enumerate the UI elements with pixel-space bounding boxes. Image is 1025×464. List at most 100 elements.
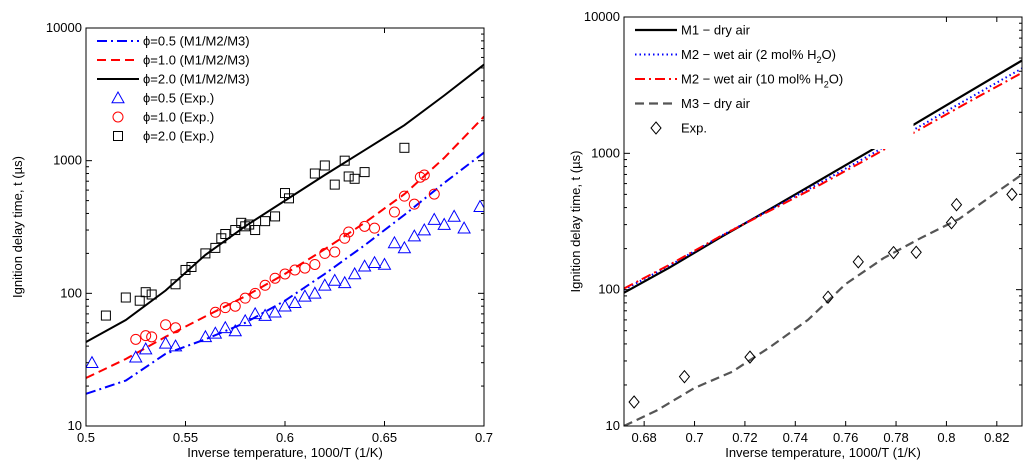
left-series-4-point-0 [130, 333, 142, 345]
right-x-tick-label-7: 0.82 [984, 430, 1009, 445]
left-series-5-point-14 [240, 221, 251, 232]
right-x-tick-label-5: 0.78 [883, 430, 908, 445]
left-y-axis-title: Ignition delay time, t (µs) [10, 156, 25, 298]
left-series-4-point-27 [428, 188, 440, 200]
left-series-3-point-28 [427, 212, 442, 225]
left-x-tick-label-4: 0.7 [475, 430, 493, 445]
right-series-line-3 [624, 173, 1022, 426]
left-series-5-point-17 [260, 216, 271, 227]
left-series-3-point-8 [228, 323, 243, 337]
left-series-5-point-2 [134, 295, 145, 306]
left-series-3-point-30 [447, 209, 461, 222]
left-series-4-point-26 [418, 169, 430, 181]
left-series-5-point-21 [309, 168, 320, 179]
left-series-3-point-27 [417, 223, 432, 236]
left-legend-label-4: ϕ=1.0 (Exp.) [143, 110, 214, 125]
right-x-tick-label-4: 0.76 [833, 430, 858, 445]
right-y-tick-label-2: 1000 [591, 145, 620, 160]
left-series-5-point-0 [100, 310, 111, 321]
left-legend-swatch-5 [113, 131, 123, 141]
right-legend-label-1: M2 − wet air (2 mol% H2O) [681, 47, 836, 65]
left-series-5-point-4 [146, 289, 157, 300]
left-series-4-point-21 [369, 222, 381, 234]
left-series-line-1 [86, 115, 484, 379]
left-series-3-point-31 [457, 221, 471, 234]
left-series-5-point-22 [319, 160, 330, 171]
left-series-5-point-7 [186, 261, 197, 272]
left-series-4-point-23 [398, 190, 410, 202]
right-y-axis-title: Ignition delay time, t (µs) [568, 151, 583, 293]
left-series-3-point-17 [317, 278, 332, 291]
right-legend-box [624, 17, 914, 149]
right-y-tick-label-3: 10000 [584, 9, 620, 24]
right-x-tick-label-6: 0.8 [937, 430, 955, 445]
right-x-axis-title: Inverse temperature, 1000/T (1/K) [725, 445, 921, 460]
left-x-tick-label-2: 0.6 [276, 430, 294, 445]
right-x-tick-label-2: 0.72 [732, 430, 757, 445]
left-series-4-point-17 [329, 246, 341, 258]
left-x-tick-label-3: 0.65 [372, 430, 397, 445]
right-plot-frame [623, 16, 1023, 427]
right-series-4-point-4 [852, 255, 864, 269]
left-series-5-point-6 [180, 264, 191, 275]
right-series-line-2 [624, 71, 1022, 290]
left-series-5-point-24 [339, 155, 350, 166]
left-series-4-point-6 [219, 302, 231, 314]
left-series-line-2 [86, 63, 484, 343]
right-legend: M1 − dry air M2 − wet air (2 mol% H2O) M2 … [624, 17, 914, 149]
left-series-4-point-24 [408, 198, 420, 210]
left-series-3-point-0 [86, 355, 99, 369]
right-legend-label-4: Exp. [681, 121, 707, 136]
right-legend-label-2: M2 − wet air (10 mol% H2O) [681, 72, 843, 90]
left-series-4-point-12 [279, 268, 291, 280]
left-series-3-point-3 [158, 336, 173, 349]
left-series-5-point-1 [120, 292, 131, 303]
left-series-3-point-1 [128, 350, 143, 363]
left-series-4-point-22 [388, 206, 400, 218]
right-series-4-point-3 [822, 290, 834, 305]
right-y-tick-label-0: 10 [606, 418, 620, 433]
left-series-3-point-23 [377, 257, 392, 270]
left-legend: ϕ=0.5 (M1/M2/M3) ϕ=1.0 (M1/M2/M3) ϕ=2.0 (M… [86, 28, 296, 152]
right-x-tick-label-0: 0.68 [631, 430, 656, 445]
right-series-4-point-0 [628, 395, 640, 409]
left-y-tick-label-2: 1000 [53, 153, 82, 168]
left-series-4-point-8 [239, 292, 251, 304]
left-series-4-point-3 [160, 319, 172, 331]
right-legend-label-0: M1 − dry air [681, 23, 751, 38]
right-y-tick-label-1: 100 [598, 282, 620, 297]
right-series-4-point-2 [744, 350, 756, 364]
left-series-3-point-14 [288, 295, 302, 308]
left-legend-label-0: ϕ=0.5 (M1/M2/M3) [143, 34, 250, 49]
right-legend-label-3: M3 − dry air [681, 96, 751, 111]
left-series-3-point-16 [308, 286, 322, 299]
left-series-4-point-19 [343, 226, 355, 238]
left-series-3-point-25 [397, 240, 412, 254]
left-series-4-point-18 [339, 232, 351, 244]
left-series-4-point-7 [229, 300, 241, 312]
left-series-3-point-19 [337, 275, 352, 289]
left-series-3-point-18 [327, 273, 342, 286]
left-series-5-point-25 [343, 171, 354, 182]
left-series-5-point-18 [270, 211, 281, 222]
left-series-5-point-11 [220, 229, 231, 240]
right-series-line-0 [624, 59, 1022, 294]
left-legend-label-5: ϕ=2.0 (Exp.) [143, 129, 214, 144]
left-series-3-point-9 [238, 313, 253, 327]
left-series-3-point-12 [268, 305, 282, 318]
left-y-tick-label-0: 10 [68, 418, 82, 433]
left-legend-swatch-3 [111, 90, 125, 104]
left-series-3-point-20 [347, 266, 362, 280]
left-legend-label-3: ϕ=0.5 (Exp.) [143, 91, 214, 106]
left-legend-box [86, 28, 296, 152]
left-series-3-point-4 [168, 339, 183, 352]
left-series-4-point-1 [140, 330, 152, 342]
left-series-3-point-13 [278, 299, 292, 312]
left-series-3-point-10 [248, 306, 262, 320]
left-series-5-point-16 [250, 225, 261, 236]
left-series-5-point-28 [399, 142, 410, 153]
left-legend-label-2: ϕ=2.0 (M1/M2/M3) [143, 72, 250, 87]
left-series-5-point-20 [283, 193, 294, 204]
right-series-4-point-9 [1006, 187, 1018, 202]
